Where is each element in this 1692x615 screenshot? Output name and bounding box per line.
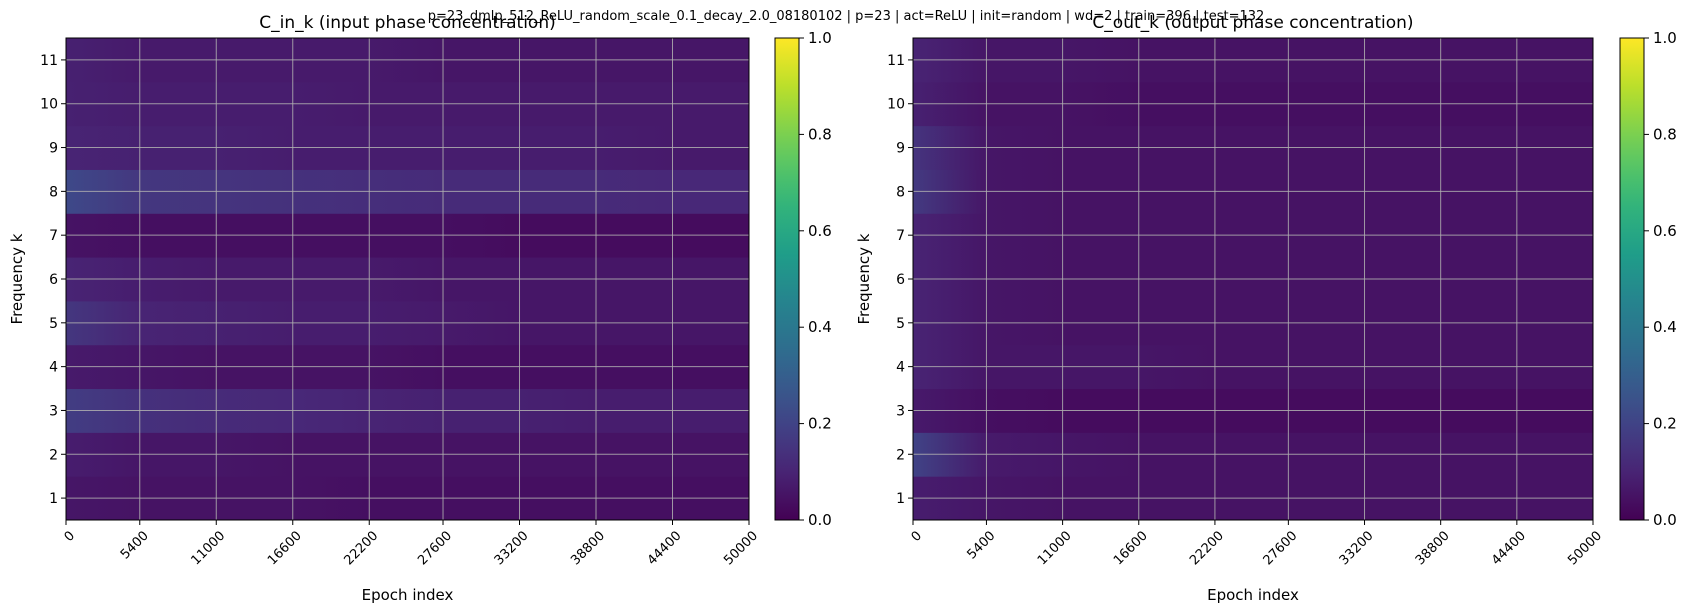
y-tick-label: 5 <box>896 316 905 332</box>
y-tick-label: 11 <box>887 53 905 69</box>
colorbar-tick-label: 0.6 <box>808 222 832 240</box>
y-tick-label: 4 <box>896 360 905 376</box>
x-tick-label: 33200 <box>492 528 532 568</box>
chart-title: C_in_k (input phase concentration) <box>259 13 555 33</box>
x-tick-label: 11000 <box>188 528 228 568</box>
y-tick-label: 3 <box>49 403 58 419</box>
y-tick-label: 3 <box>896 403 905 419</box>
x-tick-label: 27600 <box>415 528 455 568</box>
y-tick-label: 8 <box>896 184 905 200</box>
x-tick-label: 44400 <box>1489 528 1529 568</box>
y-tick-label: 9 <box>49 141 58 157</box>
x-tick-label: 44400 <box>645 528 685 568</box>
x-tick-label: 38800 <box>1413 528 1453 568</box>
colorbar-tick-label: 1.0 <box>1653 29 1677 47</box>
colorbar-tick-label: 0.4 <box>808 318 832 336</box>
figure-title: p=23_dmlp_512_ReLU_random_scale_0.1_deca… <box>427 9 1265 24</box>
x-tick-label: 50000 <box>1565 528 1605 568</box>
x-tick-label: 27600 <box>1261 528 1301 568</box>
colorbar-tick-label: 0.2 <box>808 415 832 433</box>
x-tick-label: 5400 <box>118 528 152 562</box>
y-axis-label: Frequency k <box>8 233 26 324</box>
x-axis-label: Epoch index <box>1207 586 1299 604</box>
colorbar-tick-label: 0.4 <box>1653 318 1677 336</box>
y-tick-label: 4 <box>49 360 58 376</box>
y-tick-label: 2 <box>49 447 58 463</box>
y-tick-label: 5 <box>49 316 58 332</box>
y-tick-label: 2 <box>896 447 905 463</box>
y-tick-label: 1 <box>49 491 58 507</box>
heatmap-panel-input: 0 5400 11000 16600 22200 27600 33200 38800 44400… <box>8 13 832 604</box>
colorbar <box>774 37 800 521</box>
colorbar-tick-label: 0.0 <box>1653 511 1677 529</box>
grid-lines <box>65 38 750 520</box>
colorbar-tick-label: 0.8 <box>1653 125 1677 143</box>
heatmap-panel-output: 0 5400 11000 16600 22200 27600 33200 38800 44400… <box>855 13 1677 604</box>
y-tick-label: 11 <box>40 53 58 69</box>
x-tick-label: 22200 <box>1187 528 1227 568</box>
y-tick-label: 7 <box>49 228 58 244</box>
colorbar <box>1619 37 1645 521</box>
x-tick-label: 38800 <box>568 528 608 568</box>
y-tick-label: 7 <box>896 228 905 244</box>
x-tick-label: 22200 <box>341 528 381 568</box>
x-tick-label: 5400 <box>964 528 998 562</box>
colorbar-tick-label: 0.6 <box>1653 222 1677 240</box>
colorbar-tick-label: 1.0 <box>808 29 832 47</box>
y-tick-label: 10 <box>40 97 58 113</box>
x-tick-label: 33200 <box>1337 528 1377 568</box>
y-tick-label: 8 <box>49 184 58 200</box>
x-tick-label: 11000 <box>1035 528 1075 568</box>
x-tick-label: 0 <box>62 528 78 544</box>
chart-title: C_out_k (output phase concentration) <box>1092 13 1413 33</box>
y-tick-label: 10 <box>887 97 905 113</box>
y-tick-label: 6 <box>49 272 58 288</box>
colorbar-tick-label: 0.8 <box>808 125 832 143</box>
x-tick-label: 16600 <box>265 528 305 568</box>
colorbar-tick-label: 0.2 <box>1653 415 1677 433</box>
y-tick-label: 1 <box>896 491 905 507</box>
y-tick-label: 9 <box>896 141 905 157</box>
y-tick-label: 6 <box>896 272 905 288</box>
x-tick-label: 16600 <box>1111 528 1151 568</box>
y-axis-label: Frequency k <box>855 233 873 324</box>
x-tick-label: 0 <box>909 528 925 544</box>
colorbar-tick-label: 0.0 <box>808 511 832 529</box>
x-tick-label: 50000 <box>721 528 761 568</box>
x-axis-label: Epoch index <box>362 586 454 604</box>
